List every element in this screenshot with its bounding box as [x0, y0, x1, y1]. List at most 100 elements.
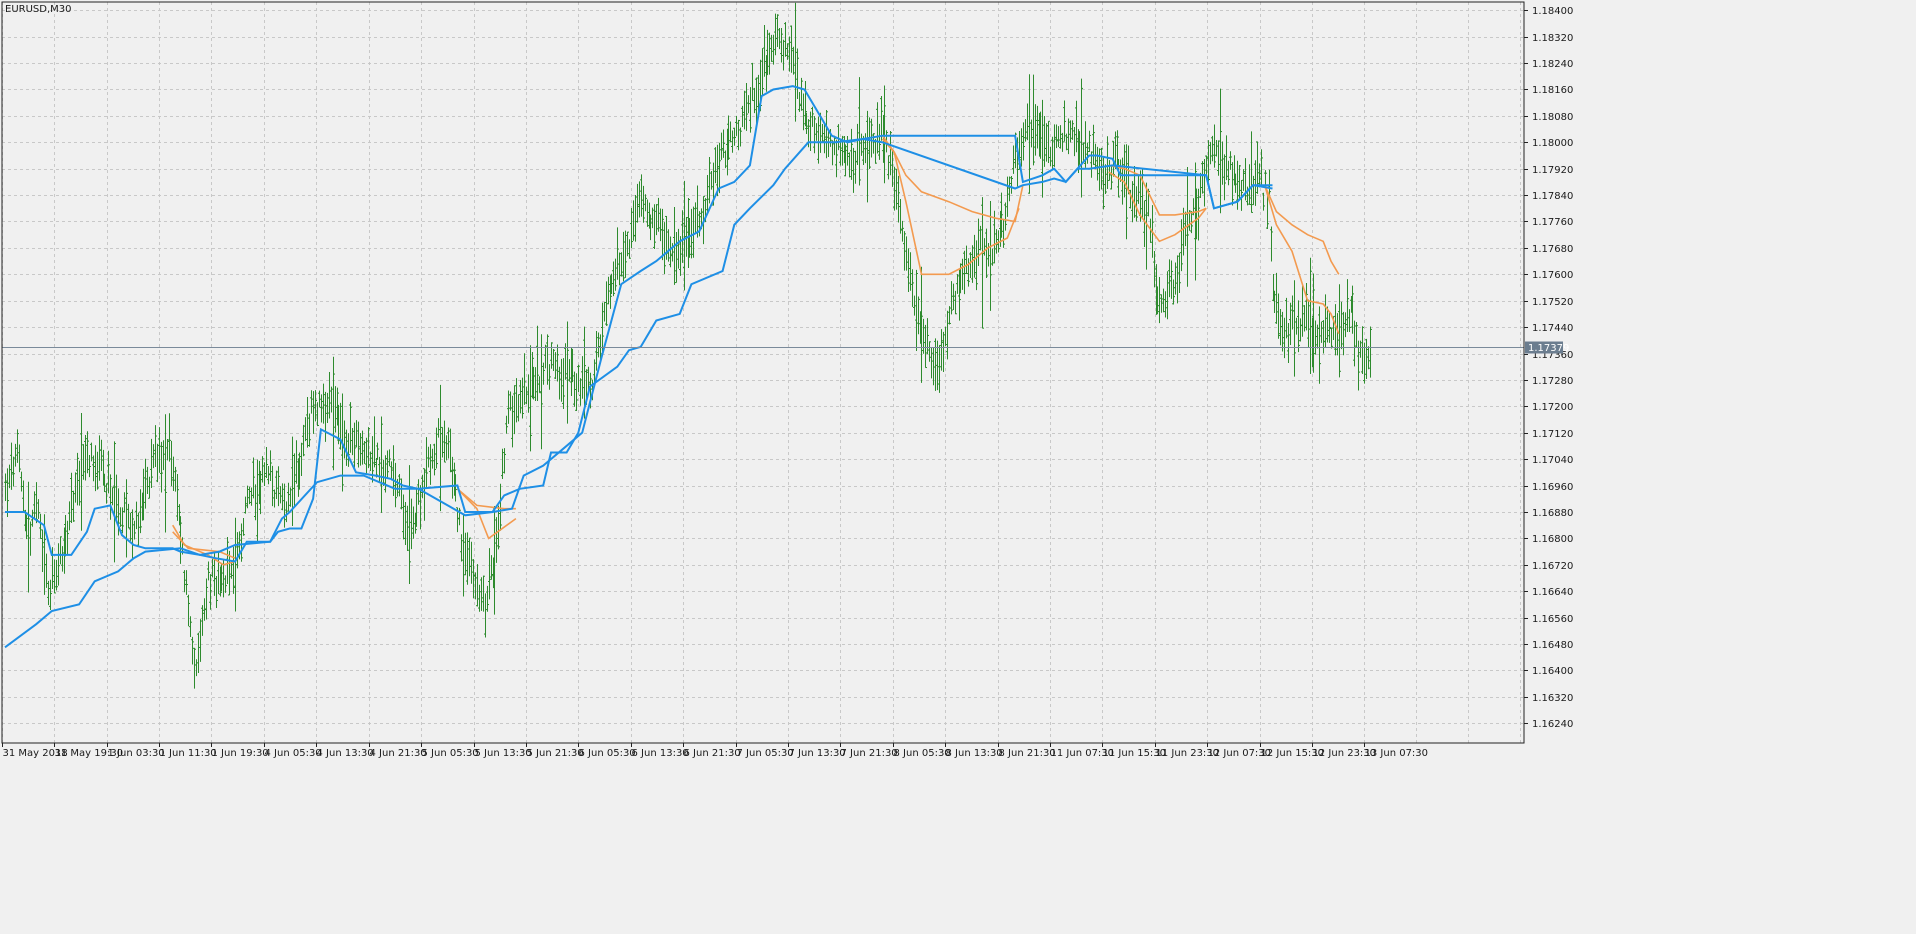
price-bar — [1176, 255, 1179, 304]
y-tick-label: 1.18320 — [1532, 33, 1573, 44]
price-bar — [805, 112, 808, 134]
price-bar — [293, 453, 296, 507]
price-bar — [265, 447, 268, 478]
price-bar — [470, 541, 473, 584]
price-bar — [507, 390, 510, 424]
price-bar — [1125, 144, 1128, 240]
price-bar — [782, 39, 785, 71]
price-bar — [1186, 167, 1189, 287]
price-bar — [897, 175, 900, 223]
price-bar — [622, 231, 625, 282]
price-bar — [1219, 88, 1222, 214]
price-bar — [977, 218, 980, 266]
price-bar — [236, 532, 239, 569]
price-bar — [410, 498, 413, 550]
price-bar — [193, 647, 196, 689]
price-bar — [1295, 317, 1298, 335]
price-bar — [312, 391, 315, 434]
price-bar — [1002, 218, 1005, 248]
price-bar — [883, 85, 886, 184]
y-tick-label: 1.18000 — [1532, 138, 1573, 149]
price-bar — [1231, 162, 1234, 206]
price-bar — [651, 207, 654, 229]
price-bar — [913, 295, 916, 316]
price-bar — [449, 428, 452, 473]
price-bar — [646, 199, 649, 227]
price-bar — [610, 273, 613, 294]
price-bar — [1326, 306, 1329, 343]
y-tick-label: 1.17840 — [1532, 191, 1573, 202]
price-bar — [501, 448, 504, 480]
price-bar — [1223, 154, 1226, 201]
price-bar — [1309, 257, 1312, 374]
price-bar — [706, 174, 709, 215]
price-bar — [454, 474, 457, 502]
price-bar — [421, 474, 424, 499]
price-bar — [521, 377, 524, 419]
price-bar — [1346, 279, 1349, 332]
price-bar — [373, 416, 376, 468]
price-bar — [973, 234, 976, 278]
price-bar — [963, 250, 966, 295]
price-bar — [911, 269, 914, 307]
price-bar — [544, 344, 547, 369]
price-bar — [825, 110, 828, 159]
price-bar — [70, 472, 73, 524]
price-bar — [256, 459, 259, 543]
price-bar — [1096, 146, 1099, 181]
price-bar — [474, 572, 477, 600]
price-bar — [4, 473, 7, 502]
price-bar — [187, 594, 190, 627]
price-bar — [920, 266, 923, 383]
price-bar — [1032, 74, 1035, 166]
price-bar — [414, 512, 417, 534]
price-bar — [856, 123, 859, 166]
y-tick-label: 1.17680 — [1532, 244, 1573, 255]
price-bar — [250, 487, 253, 506]
price-bar — [259, 470, 262, 515]
price-bar — [55, 559, 58, 591]
price-bar — [248, 486, 251, 505]
price-bar — [967, 258, 970, 287]
y-tick-label: 1.16640 — [1532, 587, 1573, 598]
price-bar — [1227, 160, 1230, 186]
price-bar — [1174, 262, 1177, 295]
price-bar — [92, 455, 95, 482]
price-bar — [893, 166, 896, 211]
price-bar — [133, 520, 136, 540]
price-bar — [185, 570, 188, 595]
price-bar — [1367, 346, 1370, 370]
price-bar — [82, 444, 85, 480]
price-bar — [1022, 122, 1025, 161]
price-bar — [1254, 160, 1257, 206]
price-bar — [195, 659, 198, 677]
price-bar — [523, 353, 526, 405]
price-bar — [716, 144, 719, 197]
price-bar — [150, 438, 153, 489]
price-bar — [1242, 169, 1245, 191]
price-bar — [858, 77, 861, 186]
price-bar — [29, 521, 32, 556]
price-bar — [683, 180, 686, 291]
price-bar — [649, 214, 652, 241]
price-bar — [361, 430, 364, 465]
price-bar — [172, 456, 175, 491]
price-bar — [786, 43, 789, 60]
price-bar — [620, 252, 623, 277]
orange-line — [1108, 164, 1207, 216]
price-bar — [1248, 164, 1251, 205]
x-tick-label: 7 Jun 05:30 — [737, 748, 794, 759]
price-bar — [763, 24, 766, 77]
price-bar — [86, 431, 89, 474]
x-tick-label: 4 Jun 21:30 — [370, 748, 427, 759]
price-bar — [332, 356, 335, 471]
price-bar — [1283, 317, 1286, 359]
price-bar — [1145, 182, 1148, 270]
price-bar — [369, 451, 372, 472]
orange-line — [1263, 184, 1340, 275]
price-bar — [560, 358, 563, 402]
y-tick-label: 1.17200 — [1532, 402, 1573, 413]
price-bar — [796, 48, 799, 99]
price-bar — [511, 395, 514, 448]
